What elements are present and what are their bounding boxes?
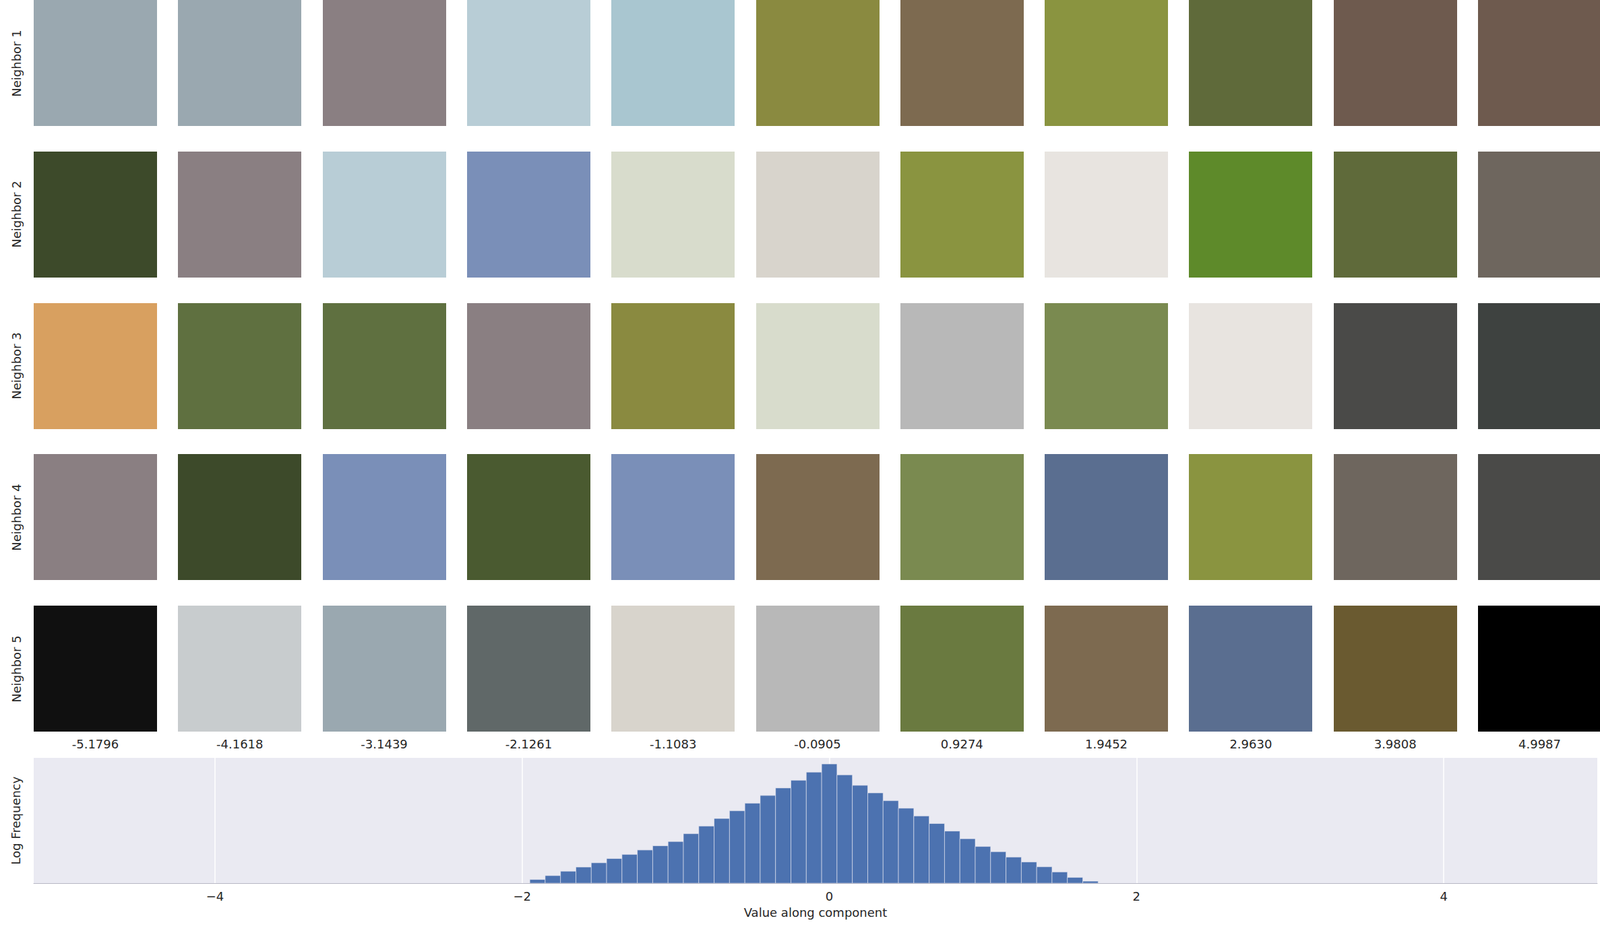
html-text:Neighbor 3: Neighbor 3	[9, 332, 24, 400]
html-text:1.9452: 1.9452	[1085, 737, 1128, 752]
svg-text:−4: −4	[206, 889, 225, 904]
svg-text:Log Frequency: Log Frequency	[8, 776, 23, 865]
html-text:-3.1439: -3.1439	[360, 737, 408, 752]
html-text:2.9630: 2.9630	[1229, 737, 1273, 752]
svg-text:Value along component: Value along component	[744, 905, 888, 920]
svg-text:2: 2	[1132, 889, 1141, 904]
html-text:Neighbor 5: Neighbor 5	[9, 635, 24, 703]
svg-text:4: 4	[1439, 889, 1448, 904]
html-text:0.9274: 0.9274	[940, 737, 984, 752]
html-text:-1.1083: -1.1083	[649, 737, 697, 752]
html-text:Neighbor 2: Neighbor 2	[9, 181, 24, 249]
html-text:3.9808: 3.9808	[1374, 737, 1417, 752]
html-text:-0.0905: -0.0905	[794, 737, 841, 752]
svg-text:0: 0	[825, 889, 834, 904]
html-text:Neighbor 4: Neighbor 4	[9, 484, 24, 552]
html-text:-2.1261: -2.1261	[505, 737, 553, 752]
html-text:4.9987: 4.9987	[1518, 737, 1561, 752]
svg-text:−2: −2	[512, 889, 532, 904]
html-text:-4.1618: -4.1618	[216, 737, 264, 752]
html-text:Neighbor 1: Neighbor 1	[9, 29, 24, 97]
html-text:-5.1796: -5.1796	[71, 737, 119, 752]
